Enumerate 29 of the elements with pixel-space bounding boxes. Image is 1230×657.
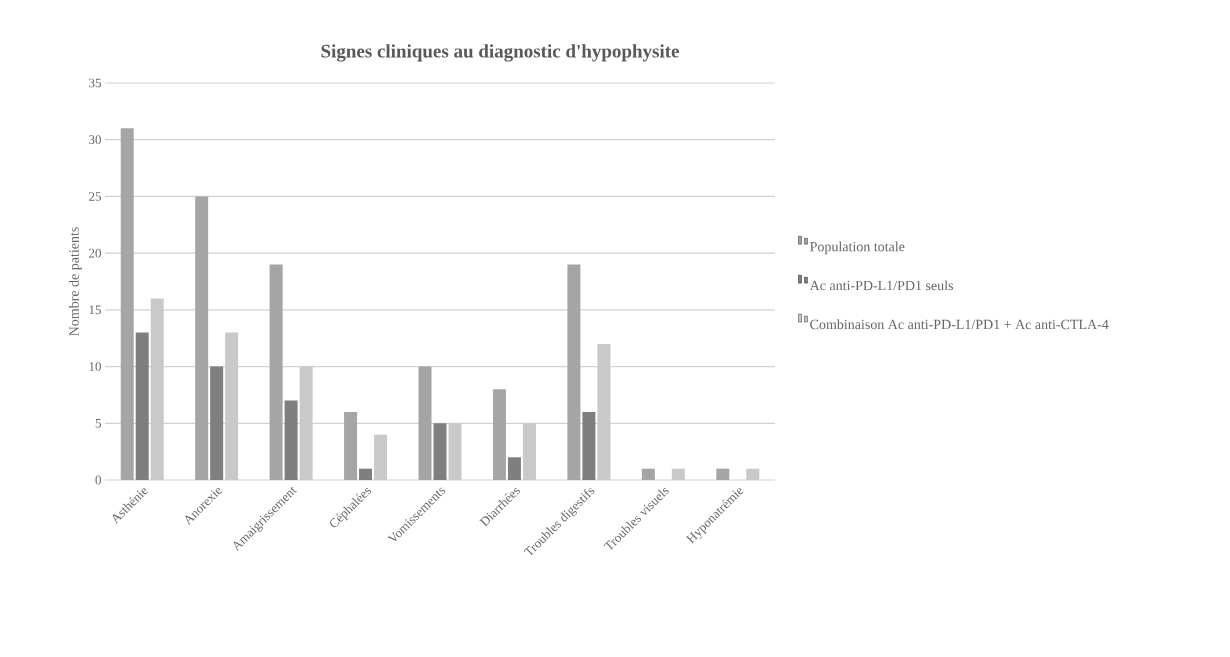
y-tick-label: 20: [89, 248, 101, 258]
bar: [195, 196, 209, 480]
bar: [120, 128, 134, 480]
bar: [716, 468, 730, 480]
legend-label: Population totale: [810, 241, 905, 255]
y-tick-label: 30: [89, 135, 101, 145]
y-tick-label: 0: [95, 475, 101, 485]
chart-title: Signes cliniques au diagnostic d'hypophysite: [321, 44, 679, 62]
y-tick-label: 10: [89, 362, 101, 371]
bar: [641, 468, 655, 480]
bar: [418, 366, 432, 480]
bar: [492, 389, 506, 480]
legend-label: Ac anti-PD-L1/PD1 seuls: [809, 280, 953, 291]
bar: [269, 264, 283, 480]
bar: [210, 366, 224, 480]
bar: [344, 411, 358, 480]
y-tick-label: 25: [89, 192, 101, 201]
bar: [135, 332, 149, 480]
y-tick-label: 35: [89, 78, 101, 88]
legend-label: Combinaison Ac anti-PD-L1/PD1 + Ac anti-CTLA-4: [810, 319, 1109, 330]
bar: [582, 411, 596, 480]
bar: [359, 468, 373, 480]
bar: [507, 457, 521, 480]
bar: [567, 264, 581, 480]
y-tick-label: 15: [89, 305, 101, 315]
y-axis-title: Nombre de patients: [68, 227, 82, 336]
y-tick-label: 5: [95, 418, 101, 428]
bar: [433, 423, 447, 480]
bar: [284, 400, 298, 480]
